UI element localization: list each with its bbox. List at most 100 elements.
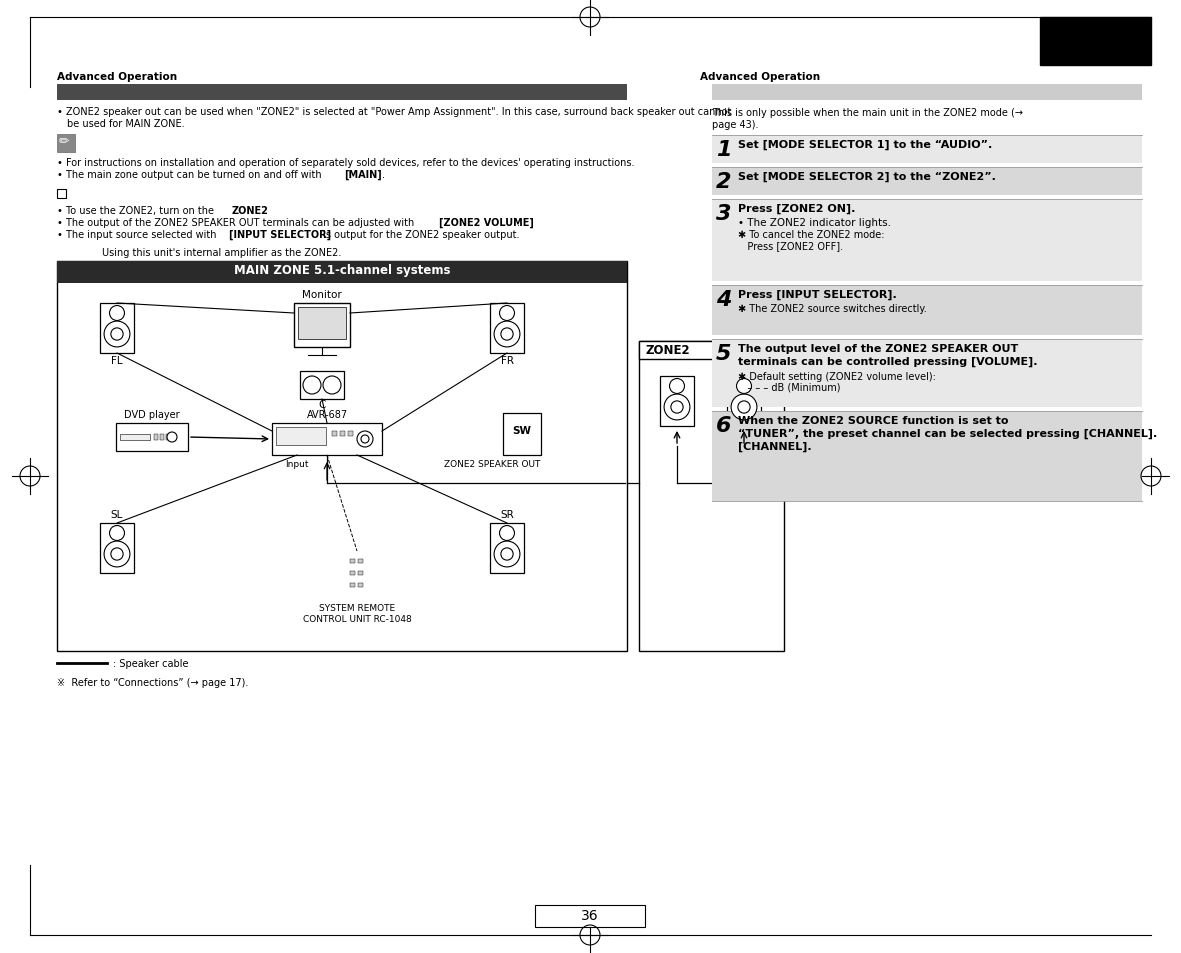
- Bar: [490, 304, 524, 354]
- Circle shape: [737, 379, 751, 395]
- Bar: [350, 572, 355, 576]
- Text: This is only possible when the main unit in the ZONE2 mode (→: This is only possible when the main unit…: [712, 108, 1023, 118]
- Text: • To use the ZONE2, turn on the: • To use the ZONE2, turn on the: [57, 206, 217, 215]
- Circle shape: [322, 376, 341, 395]
- Text: SYSTEM REMOTE: SYSTEM REMOTE: [319, 603, 396, 613]
- Text: is output for the ZONE2 speaker output.: is output for the ZONE2 speaker output.: [320, 230, 520, 240]
- Bar: [712, 168, 1142, 195]
- Bar: [100, 304, 133, 354]
- Text: .: .: [381, 170, 385, 180]
- Text: Set [MODE SELECTOR 2] to the “ZONE2”.: Set [MODE SELECTOR 2] to the “ZONE2”.: [738, 172, 996, 182]
- Text: ZONE2: ZONE2: [645, 344, 690, 356]
- Text: Press [INPUT SELECTOR].: Press [INPUT SELECTOR].: [738, 290, 896, 300]
- Bar: [272, 423, 381, 456]
- Text: Monitor: Monitor: [302, 290, 341, 299]
- Text: When the ZONE2 SOURCE function is set to: When the ZONE2 SOURCE function is set to: [738, 416, 1009, 426]
- Text: ✏: ✏: [59, 135, 70, 148]
- Text: 6: 6: [716, 416, 731, 436]
- Text: page 43).: page 43).: [712, 120, 758, 130]
- Bar: [712, 286, 1142, 335]
- Bar: [535, 905, 645, 927]
- Circle shape: [671, 401, 683, 414]
- Text: • The output of the ZONE2 SPEAKER OUT terminals can be adjusted with: • The output of the ZONE2 SPEAKER OUT te…: [57, 218, 417, 228]
- Text: 3: 3: [716, 204, 731, 224]
- Bar: [57, 135, 76, 152]
- Bar: [358, 559, 363, 563]
- Text: [INPUT SELECTOR]: [INPUT SELECTOR]: [229, 230, 331, 240]
- Bar: [712, 412, 1142, 501]
- Bar: [727, 376, 761, 427]
- Text: Press [ZONE2 ON].: Press [ZONE2 ON].: [738, 204, 855, 214]
- Bar: [712, 200, 1142, 282]
- Circle shape: [731, 395, 757, 420]
- Text: 36: 36: [581, 908, 599, 923]
- Bar: [172, 435, 176, 440]
- Bar: [712, 339, 1142, 408]
- Bar: [712, 85, 1142, 101]
- Text: • The input source selected with: • The input source selected with: [57, 230, 220, 240]
- Circle shape: [494, 541, 520, 567]
- Circle shape: [738, 401, 750, 414]
- Text: C: C: [319, 399, 326, 410]
- Text: terminals can be controlled pressing [VOLUME].: terminals can be controlled pressing [VO…: [738, 356, 1037, 367]
- Circle shape: [111, 329, 123, 341]
- Bar: [57, 190, 66, 199]
- Text: [ZONE2 VOLUME]: [ZONE2 VOLUME]: [439, 218, 534, 228]
- Text: • ZONE2 speaker out can be used when "ZONE2" is selected at "Power Amp Assignmen: • ZONE2 speaker out can be used when "ZO…: [57, 107, 731, 117]
- Bar: [639, 341, 784, 359]
- Text: SW: SW: [513, 426, 531, 436]
- Bar: [57, 262, 627, 651]
- Bar: [348, 432, 353, 436]
- Bar: [350, 583, 355, 587]
- Text: Advanced Operation: Advanced Operation: [700, 71, 820, 82]
- Bar: [350, 559, 355, 563]
- Text: ※  Refer to “Connections” (→ page 17).: ※ Refer to “Connections” (→ page 17).: [57, 678, 248, 687]
- Bar: [660, 376, 694, 427]
- Circle shape: [357, 432, 373, 448]
- Text: Input: Input: [286, 459, 308, 469]
- Text: Using this unit's internal amplifier as the ZONE2.: Using this unit's internal amplifier as …: [102, 248, 341, 257]
- Text: • For instructions on installation and operation of separately sold devices, ref: • For instructions on installation and o…: [57, 158, 634, 168]
- Polygon shape: [342, 552, 372, 601]
- Circle shape: [110, 306, 124, 321]
- Text: 5: 5: [716, 344, 731, 364]
- Text: FL: FL: [111, 355, 123, 366]
- Text: be used for MAIN ZONE.: be used for MAIN ZONE.: [67, 119, 184, 129]
- Text: MAIN ZONE 5.1-channel systems: MAIN ZONE 5.1-channel systems: [234, 264, 450, 276]
- Circle shape: [304, 376, 321, 395]
- Circle shape: [361, 436, 368, 443]
- Text: ✱ To cancel the ZONE2 mode:: ✱ To cancel the ZONE2 mode:: [738, 230, 885, 240]
- Bar: [57, 262, 627, 284]
- Text: Advanced Operation: Advanced Operation: [57, 71, 177, 82]
- Text: • The ZONE2 indicator lights.: • The ZONE2 indicator lights.: [738, 218, 890, 228]
- Circle shape: [664, 395, 690, 420]
- Text: AVR-687: AVR-687: [306, 410, 347, 419]
- Circle shape: [104, 322, 130, 348]
- Bar: [639, 341, 784, 651]
- Bar: [332, 432, 337, 436]
- Text: – – – dB (Minimum): – – – dB (Minimum): [738, 382, 841, 393]
- Text: SR: SR: [500, 510, 514, 519]
- Bar: [120, 435, 150, 440]
- Text: The output level of the ZONE2 SPEAKER OUT: The output level of the ZONE2 SPEAKER OU…: [738, 344, 1018, 354]
- Text: ZONE2 SPEAKER OUT: ZONE2 SPEAKER OUT: [444, 459, 540, 469]
- Text: SL: SL: [111, 510, 123, 519]
- Bar: [167, 435, 170, 440]
- Text: Set [MODE SELECTOR 1] to the “AUDIO”.: Set [MODE SELECTOR 1] to the “AUDIO”.: [738, 140, 992, 151]
- Bar: [358, 572, 363, 576]
- Circle shape: [494, 322, 520, 348]
- Bar: [298, 308, 346, 339]
- Circle shape: [501, 329, 513, 341]
- Circle shape: [500, 306, 515, 321]
- Text: CONTROL UNIT RC-1048: CONTROL UNIT RC-1048: [302, 615, 411, 623]
- Circle shape: [670, 379, 685, 395]
- Bar: [57, 85, 627, 101]
- Bar: [300, 372, 344, 399]
- Text: : Speaker cable: : Speaker cable: [113, 659, 189, 668]
- Circle shape: [111, 548, 123, 560]
- Text: 1: 1: [716, 140, 731, 160]
- Bar: [712, 136, 1142, 164]
- Bar: [490, 523, 524, 574]
- Text: Press [ZONE2 OFF].: Press [ZONE2 OFF].: [738, 241, 843, 251]
- Circle shape: [500, 526, 515, 541]
